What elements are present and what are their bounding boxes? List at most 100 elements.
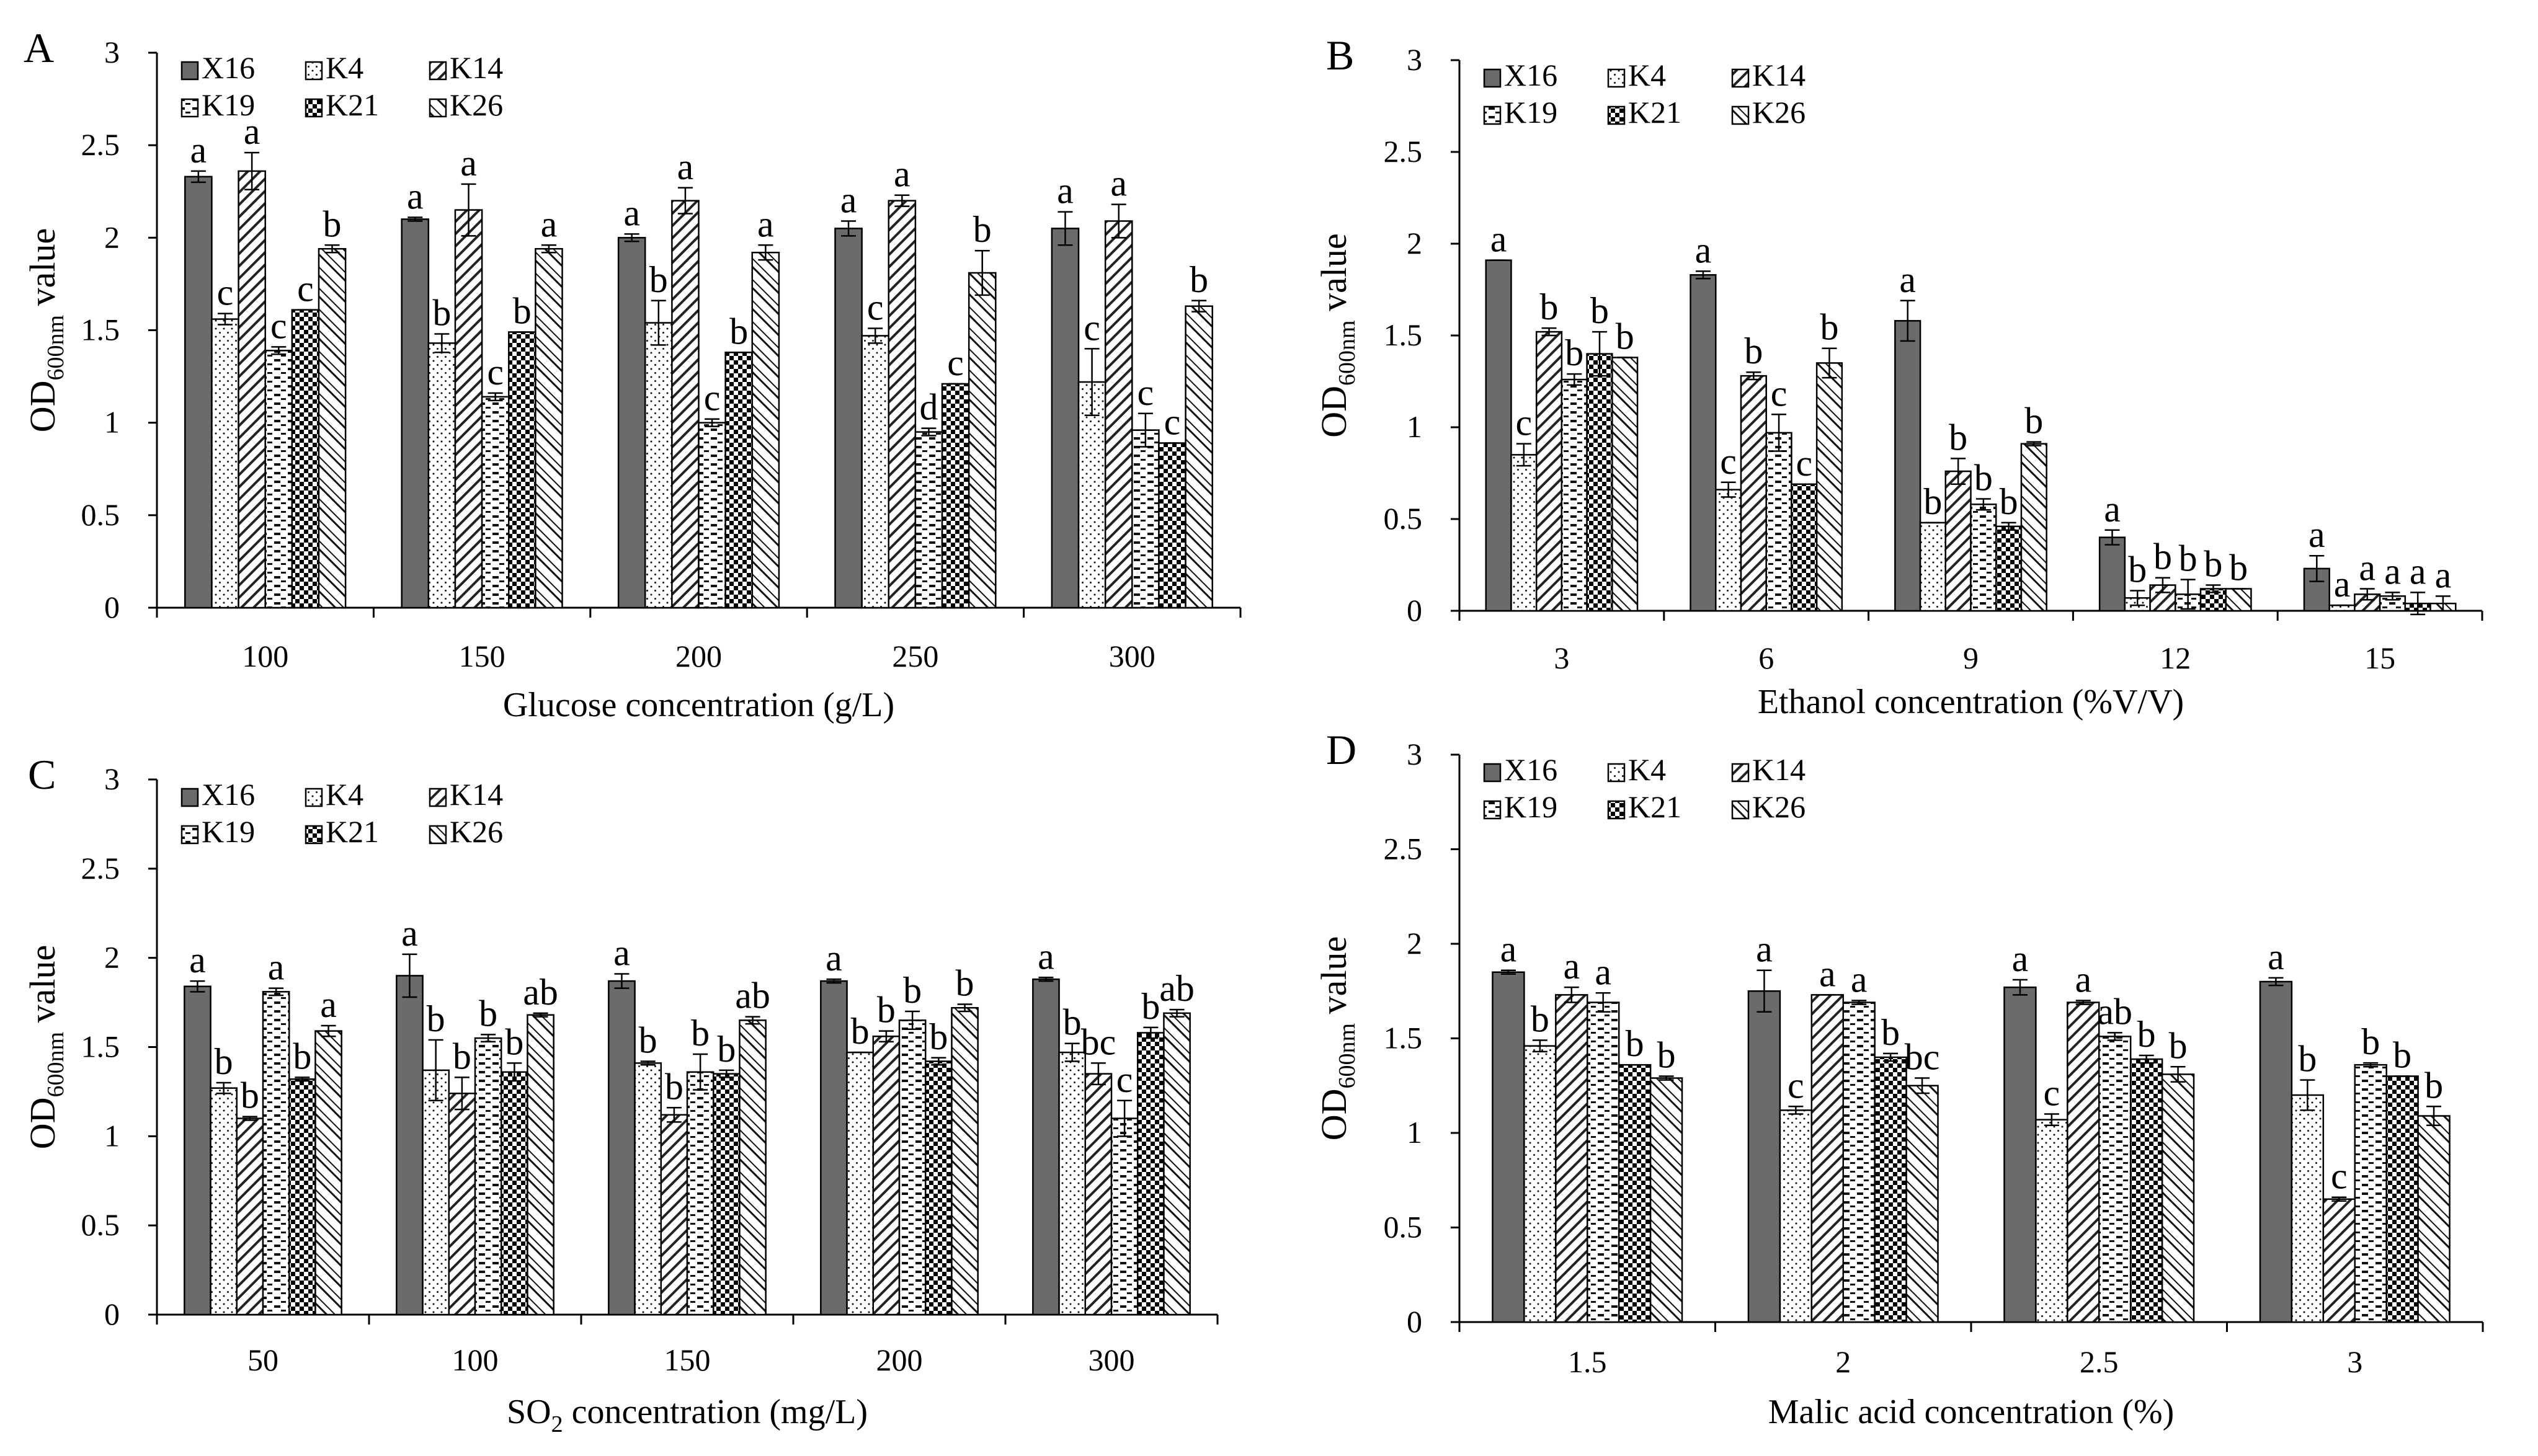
significance-letter: a: [2309, 514, 2325, 555]
bar: [1779, 1109, 1813, 1323]
significance-letter: b: [1141, 986, 1160, 1027]
bar: [2098, 1036, 2132, 1323]
significance-letter: bc: [1081, 1021, 1116, 1062]
bar: [872, 1035, 901, 1316]
legend-swatch: [429, 98, 447, 118]
significance-letter: a: [840, 179, 857, 220]
x-tick-label: 150: [664, 1343, 711, 1377]
bar: [427, 342, 456, 609]
y-tick-label: 2.5: [1384, 832, 1423, 866]
x-tick-label: 6: [1758, 641, 1774, 675]
bar: [448, 1093, 476, 1316]
significance-letter: a: [623, 192, 640, 233]
significance-letter: a: [1756, 929, 1773, 970]
bar: [634, 1062, 662, 1316]
significance-letter: b: [956, 962, 974, 1003]
bar: [507, 331, 537, 609]
legend-label: K19: [1504, 789, 1557, 824]
significance-letter: b: [215, 1041, 233, 1082]
significance-letter: a: [2410, 551, 2426, 592]
legend-swatch: [180, 98, 199, 118]
legend-swatch: [1607, 68, 1626, 88]
bar: [1587, 1001, 1620, 1323]
bar: [846, 1051, 875, 1316]
significance-letter: b: [2298, 1039, 2317, 1080]
x-axis-label: SO2 concentration (mg/L): [507, 1393, 868, 1437]
y-tick-label: 1.5: [81, 1029, 120, 1064]
bar: [2067, 1001, 2100, 1323]
legend-swatch: [1607, 763, 1626, 783]
significance-letter: a: [2104, 489, 2121, 530]
bar: [1051, 228, 1080, 609]
significance-letter: a: [2268, 936, 2284, 977]
significance-letter: a: [2334, 564, 2351, 605]
bar: [314, 1030, 342, 1316]
significance-letter: c: [867, 287, 884, 328]
bar: [671, 200, 700, 609]
bar: [888, 200, 917, 609]
significance-letter: b: [729, 311, 748, 352]
significance-letter: a: [1038, 936, 1054, 977]
bar: [1970, 504, 1997, 612]
significance-letter: b: [877, 990, 896, 1031]
bar: [1084, 1073, 1113, 1316]
bar: [617, 237, 646, 609]
y-tick-label: 1: [1407, 1115, 1422, 1150]
significance-letter: a: [1595, 951, 1611, 992]
bar: [834, 228, 863, 609]
legend-label: K21: [326, 814, 379, 849]
bar: [401, 218, 430, 609]
significance-letter: ab: [523, 972, 558, 1013]
y-tick-label: 3: [1407, 737, 1422, 771]
y-tick-label: 2: [104, 220, 120, 254]
x-tick-label: 250: [892, 639, 938, 673]
significance-letter: a: [1563, 946, 1580, 987]
legend-swatch: [1483, 763, 1502, 783]
significance-letter: b: [851, 1011, 870, 1052]
significance-letter: a: [894, 154, 911, 195]
panel-letter: B: [1326, 32, 1354, 79]
x-tick-label: 200: [876, 1343, 923, 1377]
significance-letter: c: [1516, 402, 1533, 443]
bar: [608, 980, 636, 1316]
y-tick-label: 0.5: [81, 497, 120, 532]
x-tick-label: 15: [2364, 641, 2395, 675]
bar: [1032, 978, 1060, 1316]
y-tick-label: 0: [1407, 593, 1422, 628]
bar: [422, 1069, 450, 1316]
bar: [1058, 1051, 1087, 1316]
legend-label: K14: [450, 50, 503, 85]
significance-letter: b: [2137, 1014, 2156, 1055]
bar: [1586, 353, 1613, 612]
bar: [1740, 375, 1767, 612]
y-tick-label: 1: [104, 1118, 120, 1153]
significance-letter: a: [2075, 959, 2091, 1000]
bar: [2003, 986, 2037, 1323]
bar: [739, 1019, 767, 1316]
significance-letter: a: [189, 939, 206, 980]
legend-swatch: [429, 788, 447, 807]
x-tick-label: 2.5: [2080, 1344, 2119, 1379]
significance-letter: b: [2361, 1021, 2380, 1062]
bar: [1995, 525, 2023, 612]
bar: [686, 1071, 715, 1316]
bar: [1492, 971, 1525, 1323]
x-tick-label: 100: [452, 1343, 499, 1377]
bar: [1894, 320, 1921, 612]
bar: [861, 335, 890, 609]
significance-letter: b: [2179, 538, 2197, 579]
bar: [1485, 259, 1512, 612]
legend-swatch: [305, 98, 323, 118]
legend-label: K4: [1628, 752, 1666, 787]
significance-letter: c: [2331, 1156, 2348, 1197]
bar: [1561, 378, 1588, 612]
bar: [1163, 1012, 1191, 1316]
significance-letter: b: [1657, 1035, 1676, 1076]
y-axis-label: OD600nm value: [1314, 936, 1360, 1140]
legend-swatch: [180, 788, 199, 807]
significance-letter: a: [407, 176, 424, 217]
significance-letter: a: [268, 947, 285, 988]
legend-swatch: [1731, 800, 1750, 820]
bar: [184, 985, 212, 1316]
legend-label: K19: [202, 814, 255, 849]
